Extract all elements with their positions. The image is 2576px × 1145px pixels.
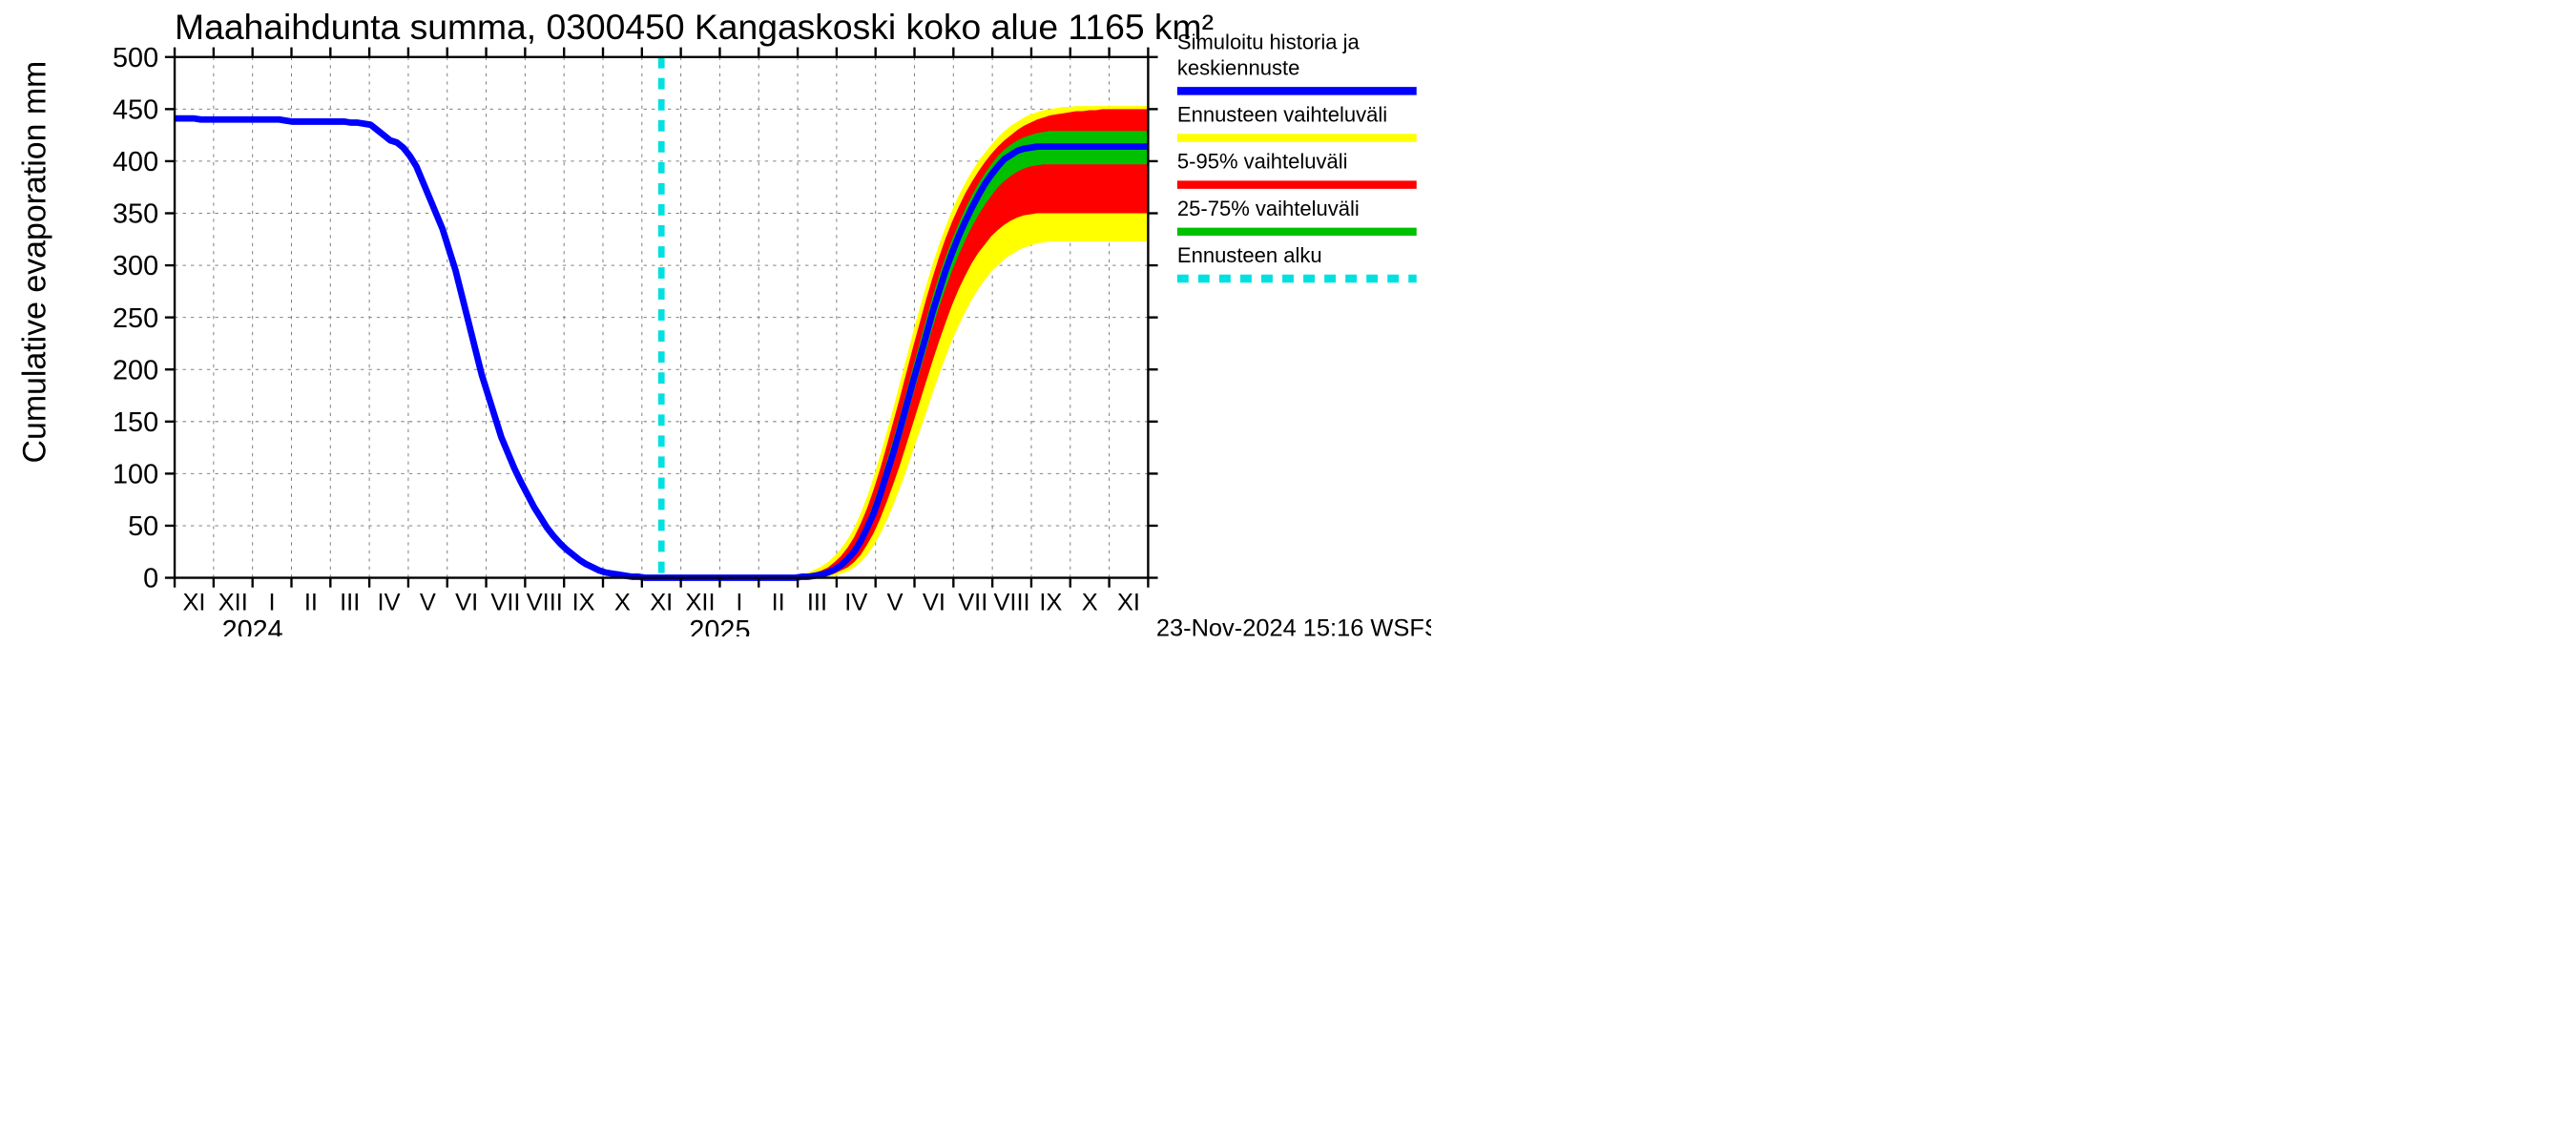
y-tick-label: 250 [113, 303, 158, 334]
x-month-label: VIII [527, 589, 563, 615]
x-month-label: VII [958, 589, 987, 615]
x-month-label: VIII [993, 589, 1029, 615]
y-tick-label: 0 [143, 564, 158, 594]
legend-label: Simuloitu historia ja [1177, 30, 1361, 53]
y-tick-label: 150 [113, 407, 158, 438]
legend-label: Ennusteen vaihteluväli [1177, 103, 1387, 127]
x-month-label: X [1082, 589, 1098, 615]
legend-label: keskiennuste [1177, 55, 1300, 79]
y-tick-label: 50 [128, 511, 158, 542]
legend-label: 5-95% vaihteluväli [1177, 150, 1348, 174]
x-month-label: II [304, 589, 318, 615]
x-month-label: X [614, 589, 631, 615]
x-year-label: 2024 [222, 615, 283, 636]
x-month-label: XI [650, 589, 673, 615]
y-axis-label: Cumulative evaporation mm [16, 61, 52, 464]
x-month-label: VII [490, 589, 520, 615]
x-month-label: IV [844, 589, 867, 615]
x-month-label: II [772, 589, 785, 615]
x-month-label: XI [1117, 589, 1140, 615]
y-tick-label: 200 [113, 355, 158, 385]
x-month-label: IV [378, 589, 401, 615]
x-month-label: VI [455, 589, 478, 615]
x-month-label: III [340, 589, 360, 615]
y-tick-label: 300 [113, 251, 158, 281]
x-year-label: 2025 [689, 615, 750, 636]
y-tick-label: 450 [113, 95, 158, 126]
x-month-label: XI [182, 589, 205, 615]
chart-container: 050100150200250300350400450500XIXIIIIIII… [0, 0, 1431, 636]
chart-svg: 050100150200250300350400450500XIXIIIIIII… [0, 0, 1431, 636]
y-tick-label: 500 [113, 43, 158, 73]
y-tick-label: 350 [113, 199, 158, 230]
chart-title: Maahaihdunta summa, 0300450 Kangaskoski … [175, 7, 1214, 47]
x-month-label: VI [923, 589, 945, 615]
y-tick-label: 100 [113, 460, 158, 490]
x-month-label: III [807, 589, 827, 615]
x-month-label: XII [218, 589, 248, 615]
x-month-label: I [736, 589, 742, 615]
x-month-label: XII [685, 589, 715, 615]
y-tick-label: 400 [113, 147, 158, 177]
x-month-label: IX [1039, 589, 1062, 615]
legend-label: Ennusteen alku [1177, 243, 1322, 267]
x-month-label: V [887, 589, 904, 615]
x-month-label: I [269, 589, 276, 615]
legend-label: 25-75% vaihteluväli [1177, 197, 1360, 220]
x-month-label: IX [572, 589, 595, 615]
footer-text: 23-Nov-2024 15:16 WSFS-O [1156, 615, 1431, 636]
x-month-label: V [420, 589, 436, 615]
